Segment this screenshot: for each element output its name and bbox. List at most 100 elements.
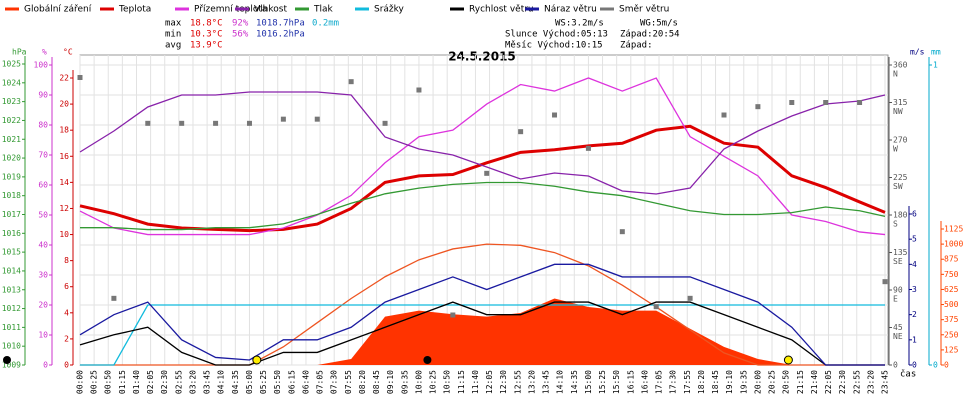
y-tick-label: 875: [944, 255, 959, 264]
x-tick-label: 01:40: [132, 370, 141, 394]
point: [111, 295, 117, 301]
y-tick-label: 45: [893, 323, 903, 332]
y-tick-label: 1012: [2, 304, 21, 313]
stat-value: 56%: [232, 30, 249, 40]
point: [145, 120, 151, 126]
sun-marker: [252, 355, 262, 365]
x-tick-label: 12:30: [499, 370, 508, 394]
y-tick-label: 70: [38, 151, 48, 160]
point: [653, 304, 659, 310]
x-tick-label: 16:40: [640, 370, 649, 394]
y-tick-label: 625: [944, 285, 959, 294]
y-tick-label: 20: [59, 100, 69, 109]
y-tick-label: 1011: [2, 323, 21, 332]
x-tick-label: 23:20: [866, 370, 875, 394]
line: [79, 124, 886, 233]
x-tick-label: 20:50: [782, 370, 791, 394]
x-tick-label: 09:10: [386, 370, 395, 394]
y-tick-label: 1125: [944, 225, 963, 234]
x-tick-label: 12:05: [485, 370, 494, 394]
y-tick-label: 360: [893, 61, 908, 70]
y-tick-label: 5: [912, 235, 917, 244]
y-tick-label: 1013: [2, 285, 21, 294]
legend-label: Teplota: [118, 5, 151, 15]
y-tick-label: 375: [944, 315, 959, 324]
line: [79, 77, 886, 236]
line: [79, 301, 885, 366]
y-tick-label: 3: [912, 285, 917, 294]
y-tick-label: 250: [944, 330, 959, 339]
point: [382, 120, 388, 126]
point: [213, 120, 219, 126]
x-tick-label: 06:40: [301, 370, 310, 394]
x-tick-label: 18:20: [697, 370, 706, 394]
x-tick-label: 16:15: [626, 370, 635, 394]
y-tick-label: 1025: [2, 60, 21, 69]
y-tick-label: 135: [893, 248, 908, 257]
y-tick-label: 90: [38, 91, 48, 100]
stat-value: 10.3°C: [190, 30, 223, 40]
point: [687, 295, 693, 301]
x-tick-label: 19:10: [725, 370, 734, 394]
y-tick-label: 0: [64, 361, 69, 370]
x-tick-label: 11:40: [471, 370, 480, 394]
y-tick-label: 0: [933, 361, 938, 370]
y-tick-label: 2: [64, 334, 69, 343]
point: [518, 129, 524, 135]
y-tick-label: 180: [893, 211, 908, 220]
point: [882, 279, 888, 285]
axis-unit: hPa: [12, 48, 27, 57]
stat-value: 13.9°C: [190, 41, 223, 51]
y-tick-label: 1021: [2, 135, 21, 144]
y-tick-label: 1016: [2, 229, 21, 238]
legend-label: Vlhkost: [254, 5, 287, 15]
x-tick-label: 04:10: [217, 370, 226, 394]
info-text: Západ:: [620, 41, 653, 51]
point: [77, 75, 83, 80]
axis-unit: mm: [931, 48, 941, 57]
compass-label: SW: [893, 182, 903, 191]
x-tick-label: 22:05: [824, 370, 833, 394]
x-tick-label: 15:50: [612, 370, 621, 394]
legend-label: Náraz větru: [544, 5, 597, 15]
x-tick-label: 21:40: [810, 370, 819, 394]
x-tick-label: 05:50: [273, 370, 282, 394]
y-tick-label: 8: [64, 256, 69, 265]
y-tick-label: 0: [944, 361, 949, 370]
x-tick-label: 00:00: [76, 370, 85, 394]
line: [80, 304, 885, 366]
point: [348, 79, 354, 85]
y-tick-label: 750: [944, 270, 959, 279]
legend-label: Přízemní teplota: [194, 5, 267, 15]
y-tick-label: 18: [59, 126, 69, 135]
y-tick-label: 6: [64, 282, 69, 291]
x-tick-label: 08:20: [358, 370, 367, 394]
x-tick-label: 08:45: [372, 370, 381, 394]
y-tick-label: 1: [912, 335, 917, 344]
compass-label: SE: [893, 257, 903, 266]
compass-label: E: [893, 295, 898, 304]
y-tick-label: 100: [34, 61, 49, 70]
info-text: Západ:20:54: [620, 30, 680, 40]
x-tick-label: 17:55: [683, 370, 692, 394]
stat-value: 1016.2hPa: [256, 30, 305, 40]
stat-label: max: [165, 19, 182, 29]
legend-label: Směr větru: [619, 5, 669, 15]
y-tick-label: 225: [893, 173, 908, 182]
y-tick-label: 0: [912, 361, 917, 370]
x-tick-label: 07:05: [316, 370, 325, 394]
stat-label: min: [165, 30, 181, 40]
info-text: Slunce Východ:05:13: [505, 30, 608, 40]
x-tick-label: 11:15: [457, 370, 466, 394]
x-tick-label: 02:05: [146, 370, 155, 394]
legend-label: Globální záření: [24, 5, 92, 15]
axis-unit: °C: [63, 48, 73, 57]
line: [80, 181, 886, 231]
info-text: Měsíc Východ:10:15: [505, 41, 603, 51]
y-tick-label: 60: [38, 181, 48, 190]
y-tick-label: 12: [59, 204, 69, 213]
x-tick-label: 13:45: [542, 370, 551, 394]
x-tick-label: 15:25: [598, 370, 607, 394]
axis-unit: m/s: [910, 48, 925, 57]
